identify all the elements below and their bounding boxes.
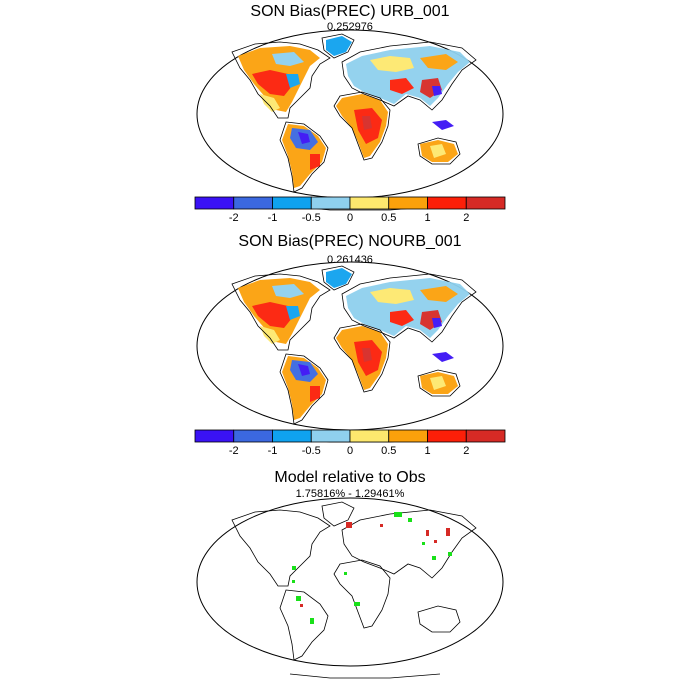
colorbar-tick-label: -0.5 xyxy=(302,445,321,457)
colorbar-segment xyxy=(427,196,467,210)
colorbar-segment xyxy=(194,429,235,443)
significance-markers xyxy=(292,512,452,624)
panel-3-subtitle: 1.75816% - 1.29461% xyxy=(295,488,405,500)
colorbar-tick-label: 2 xyxy=(463,445,469,457)
colorbar-segment xyxy=(349,196,390,210)
colorbar-segment xyxy=(465,429,506,443)
panel-1-title: SON Bias(PREC) URB_001 xyxy=(250,3,450,20)
colorbar-segment xyxy=(233,429,273,443)
colorbar-segment xyxy=(233,196,273,210)
colorbar-tick-label: 0.5 xyxy=(381,445,396,457)
colorbar-segment xyxy=(194,196,235,210)
map-panel-1 xyxy=(196,29,504,211)
colorbar-1: -2 -1 -0.5 0 0.5 1 2 xyxy=(194,196,506,224)
colorbar-segment xyxy=(272,429,312,443)
colorbar-tick-label: 0.5 xyxy=(381,212,396,224)
colorbar-segment xyxy=(465,196,506,210)
colorbar-tick-label: 1 xyxy=(424,445,430,457)
colorbar-segment xyxy=(310,196,351,210)
colorbar-segment xyxy=(349,429,390,443)
colorbar-tick-label: -1 xyxy=(268,445,278,457)
colorbar-segment xyxy=(272,196,312,210)
colorbar-segment xyxy=(310,429,351,443)
colorbar-tick-label: -2 xyxy=(229,445,239,457)
map-panel-3 xyxy=(196,497,504,679)
colorbar-tick-label: 1 xyxy=(424,212,430,224)
colorbar-segment xyxy=(427,429,467,443)
colorbar-segment xyxy=(388,429,428,443)
colorbar-tick-label: 0 xyxy=(347,212,353,224)
colorbar-tick-label: -2 xyxy=(229,212,239,224)
colorbar-tick-label: 2 xyxy=(463,212,469,224)
colorbar-tick-label: 0 xyxy=(347,445,353,457)
panel-2-title: SON Bias(PREC) NOURB_001 xyxy=(238,233,462,250)
colorbar-tick-label: -0.5 xyxy=(302,212,321,224)
colorbar-tick-label: -1 xyxy=(268,212,278,224)
colorbar-segment xyxy=(388,196,428,210)
map-panel-2 xyxy=(196,261,504,443)
panel-3-title: Model relative to Obs xyxy=(274,469,426,486)
colorbar-2: -2 -1 -0.5 0 0.5 1 2 xyxy=(194,429,506,457)
